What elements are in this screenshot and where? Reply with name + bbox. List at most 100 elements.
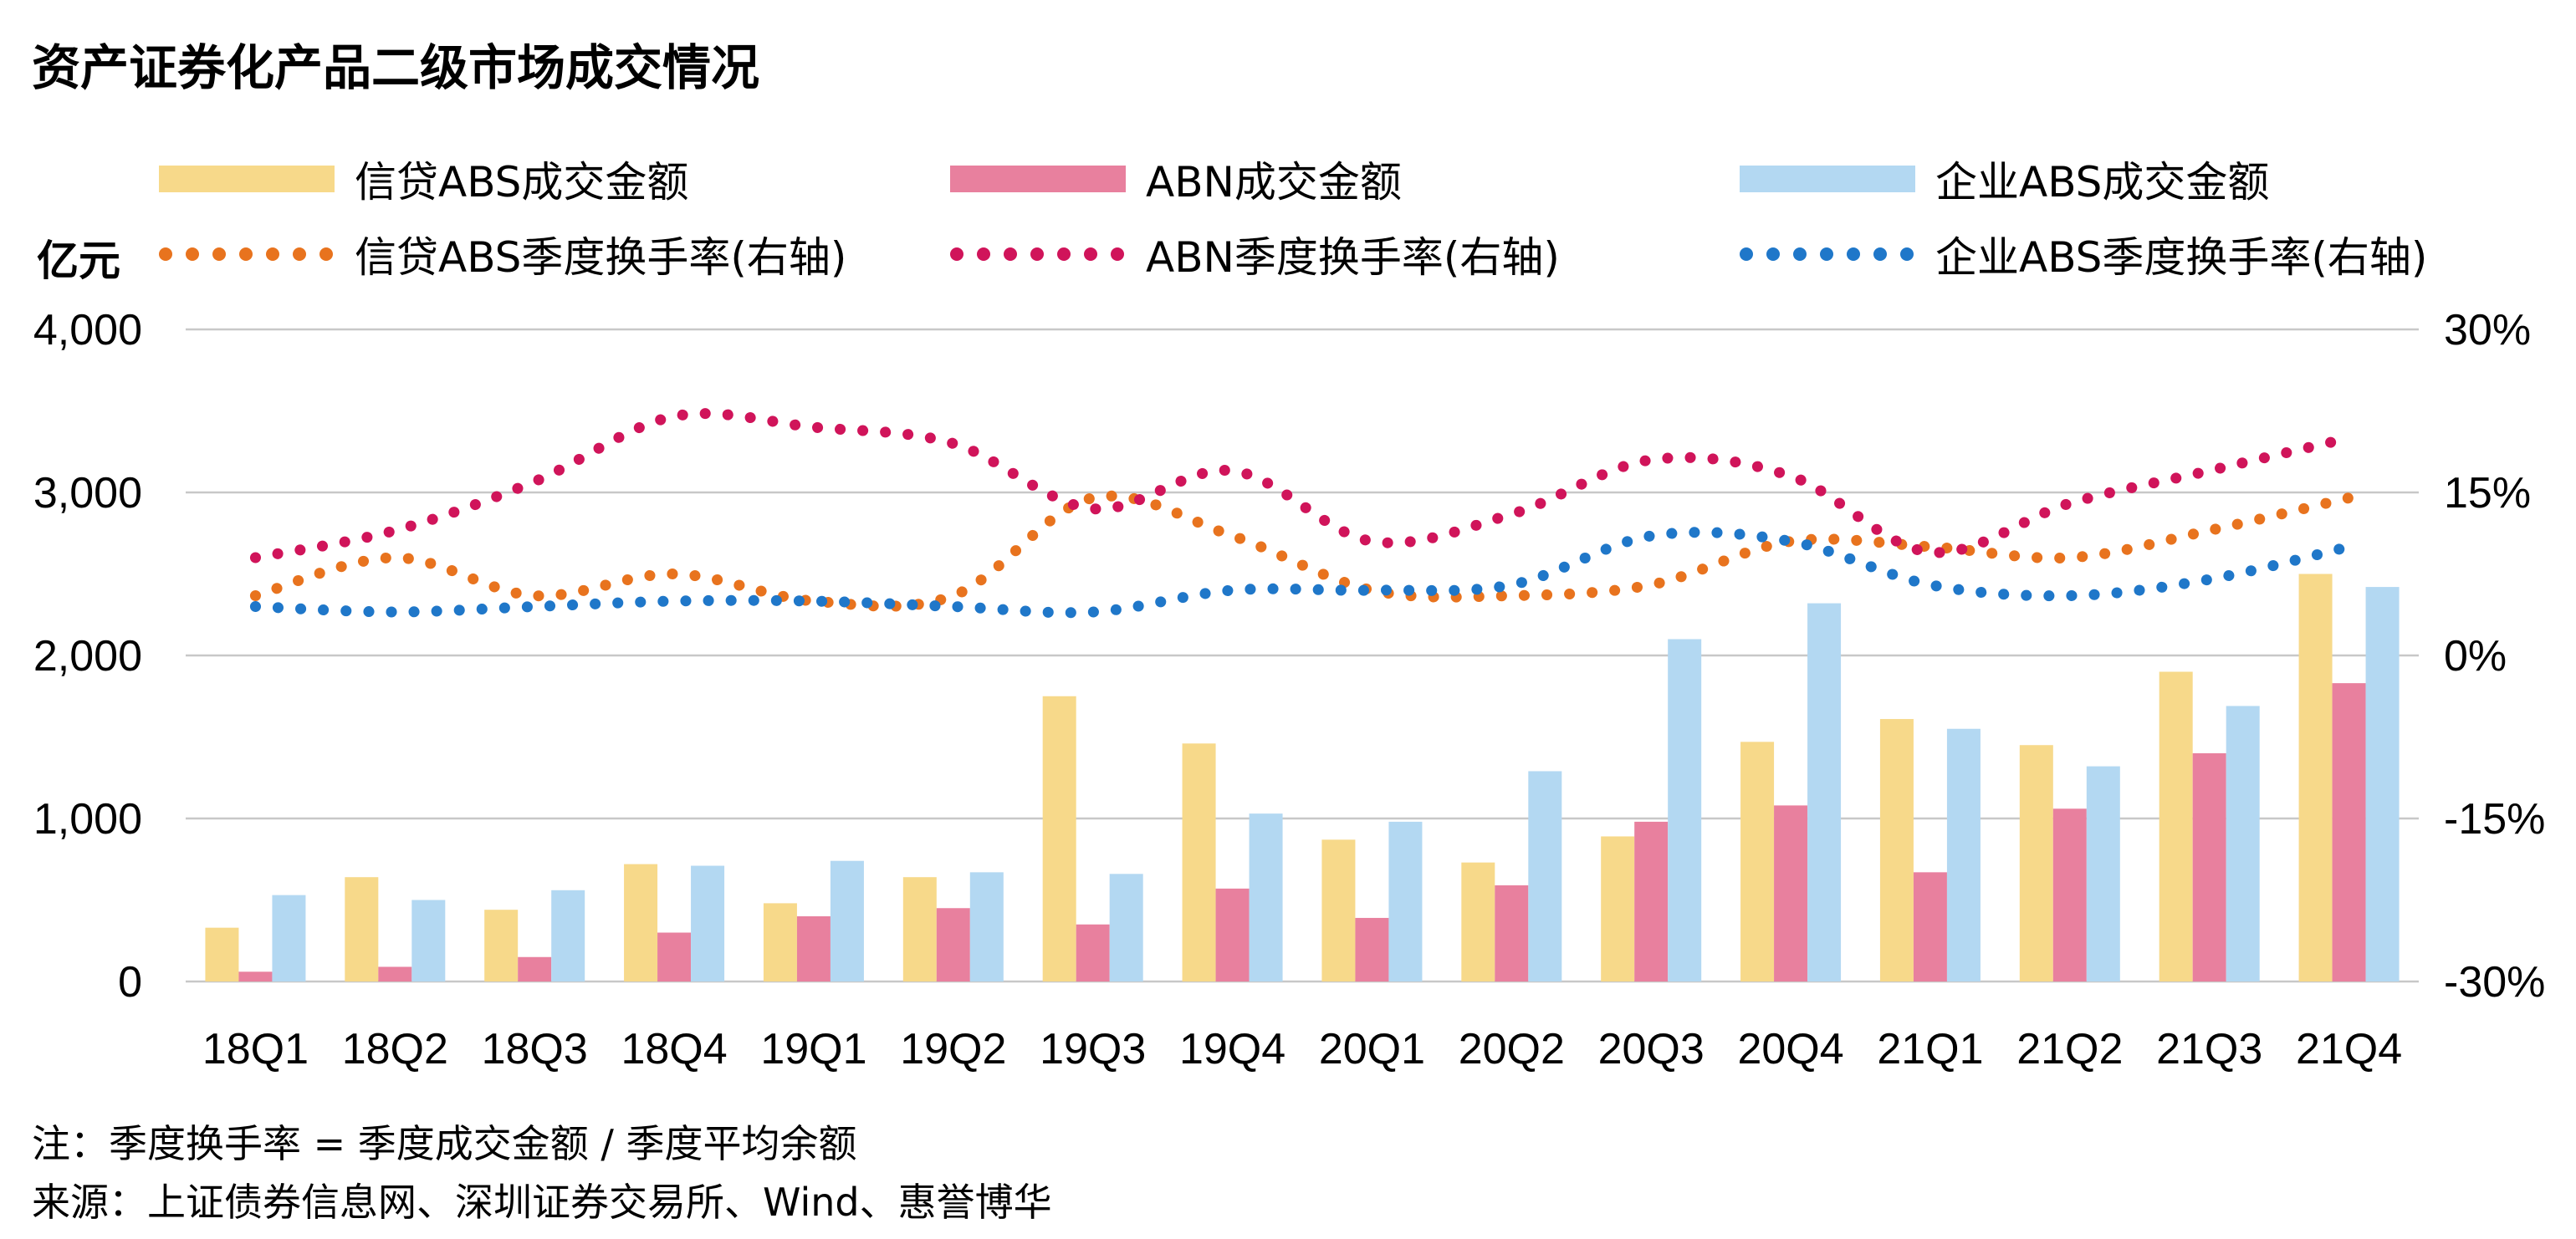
bar: [1946, 728, 1981, 982]
bar: [830, 860, 864, 982]
bar: [1879, 719, 1914, 982]
bar: [1807, 603, 1842, 982]
bar: [238, 971, 273, 982]
x-axis-tick-label: 18Q3: [482, 1025, 588, 1073]
bar: [272, 895, 306, 982]
chart-title: 资产证券化产品二级市场成交情况: [32, 39, 760, 96]
bar: [2019, 745, 2053, 982]
left-axis-tick-label: 1,000: [33, 795, 142, 844]
bar: [2298, 574, 2333, 982]
left-axis-tick-label: 3,000: [33, 469, 142, 518]
x-axis-tick-label: 19Q3: [1040, 1025, 1146, 1073]
left-axis-tick-label: 0: [118, 958, 142, 1007]
legend-dotline-abn-turnover: [950, 247, 1126, 261]
right-axis-tick-label: 15%: [2444, 469, 2531, 518]
legend-item-credit-abs-amount: 信贷ABS成交金额: [159, 149, 688, 209]
x-axis-tick-label: 21Q2: [2016, 1025, 2123, 1073]
bar: [1528, 771, 1562, 982]
bar: [484, 910, 519, 982]
bar: [1668, 639, 1702, 982]
x-axis-tick-label: 20Q3: [1598, 1025, 1705, 1073]
bar: [551, 890, 585, 982]
bar: [345, 877, 379, 982]
x-axis-tick-label: 19Q1: [760, 1025, 866, 1073]
x-axis-tick-label: 18Q2: [342, 1025, 448, 1073]
x-axis-tick-label: 20Q2: [1459, 1025, 1565, 1073]
bar: [1215, 888, 1250, 982]
line-series: [249, 527, 2355, 619]
legend-label-credit-abs-amount: 信贷ABS成交金额: [355, 158, 689, 206]
bar: [2365, 587, 2400, 982]
line-series: [249, 490, 2355, 612]
legend-label-credit-abs-turnover: 信贷ABS季度换手率(右轴): [355, 233, 847, 282]
x-axis-tick-label: 20Q4: [1737, 1025, 1843, 1073]
bar: [1388, 821, 1423, 982]
bar: [2086, 766, 2120, 982]
bar: [1634, 821, 1669, 982]
legend-label-corp-abs-amount: 企业ABS成交金额: [1935, 158, 2270, 206]
right-axis-tick-label: 0%: [2444, 632, 2507, 681]
legend-swatch-abn-amount: [950, 166, 1126, 192]
x-axis-tick-label: 19Q4: [1179, 1025, 1285, 1073]
x-axis-tick-label: 21Q1: [1877, 1025, 1983, 1073]
bar: [1076, 924, 1110, 982]
right-axis-tick-label: -15%: [2444, 795, 2545, 844]
bar: [1042, 696, 1076, 982]
bar: [1774, 805, 1808, 982]
bar: [936, 908, 970, 982]
x-axis-tick-label: 18Q1: [202, 1025, 309, 1073]
bar: [796, 916, 831, 982]
source-note: 来源：上证债券信息网、深圳证券交易所、Wind、惠誉博华: [32, 1180, 1052, 1225]
x-axis-tick-label: 18Q4: [621, 1025, 727, 1073]
legend-item-abn-amount: ABN成交金额: [950, 149, 1402, 209]
bar: [1913, 872, 1947, 982]
footnote: 注：季度换手率 = 季度成交金额 / 季度平均余额: [32, 1121, 857, 1166]
x-axis-tick-label: 21Q3: [2156, 1025, 2262, 1073]
left-axis-tick-label: 4,000: [33, 306, 142, 354]
legend-dotline-credit-abs-turnover: [159, 247, 335, 261]
chart-legend: 信贷ABS成交金额 ABN成交金额 企业ABS成交金额 信贷ABS季度换手率(右…: [0, 0, 2576, 301]
bar: [1182, 743, 1216, 982]
bar: [624, 864, 658, 982]
legend-swatch-credit-abs-amount: [159, 166, 335, 192]
bar: [657, 932, 692, 982]
bar: [2052, 808, 2087, 982]
legend-label-corp-abs-turnover: 企业ABS季度换手率(右轴): [1935, 233, 2428, 282]
bar: [1249, 813, 1283, 982]
bar: [1461, 862, 1495, 982]
bar: [2226, 706, 2260, 982]
legend-item-abn-turnover: ABN季度换手率(右轴): [950, 224, 1560, 284]
legend-item-corp-abs-turnover: 企业ABS季度换手率(右轴): [1740, 224, 2427, 284]
right-axis-tick-label: 30%: [2444, 306, 2531, 354]
bar: [2159, 671, 2193, 982]
legend-label-abn-turnover: ABN季度换手率(右轴): [1146, 233, 1560, 282]
bar: [1109, 874, 1143, 982]
x-axis-tick-label: 21Q4: [2296, 1025, 2402, 1073]
bar: [902, 877, 937, 982]
left-axis-unit: 亿元: [37, 237, 120, 285]
bar: [1601, 836, 1635, 982]
right-axis-tick-label: -30%: [2444, 958, 2545, 1007]
x-axis-tick-label: 19Q2: [900, 1025, 1006, 1073]
bar: [411, 900, 446, 982]
bar: [969, 872, 1004, 982]
bar: [763, 903, 797, 982]
legend-item-corp-abs-amount: 企业ABS成交金额: [1740, 149, 2269, 209]
legend-dotline-corp-abs-turnover: [1740, 247, 1915, 261]
bar: [1355, 917, 1389, 982]
bar: [378, 966, 412, 982]
line-series: [249, 408, 2355, 563]
left-axis-tick-label: 2,000: [33, 632, 142, 681]
legend-swatch-corp-abs-amount: [1740, 166, 1915, 192]
legend-item-credit-abs-turnover: 信贷ABS季度换手率(右轴): [159, 224, 846, 284]
legend-label-abn-amount: ABN成交金额: [1146, 158, 1402, 206]
bar: [691, 865, 725, 982]
x-axis-tick-label: 20Q1: [1319, 1025, 1425, 1073]
bar: [2192, 753, 2226, 982]
bar: [518, 956, 552, 982]
bar: [1495, 885, 1529, 982]
bar: [1321, 839, 1356, 982]
bar: [2332, 683, 2366, 982]
bar: [1740, 742, 1775, 982]
